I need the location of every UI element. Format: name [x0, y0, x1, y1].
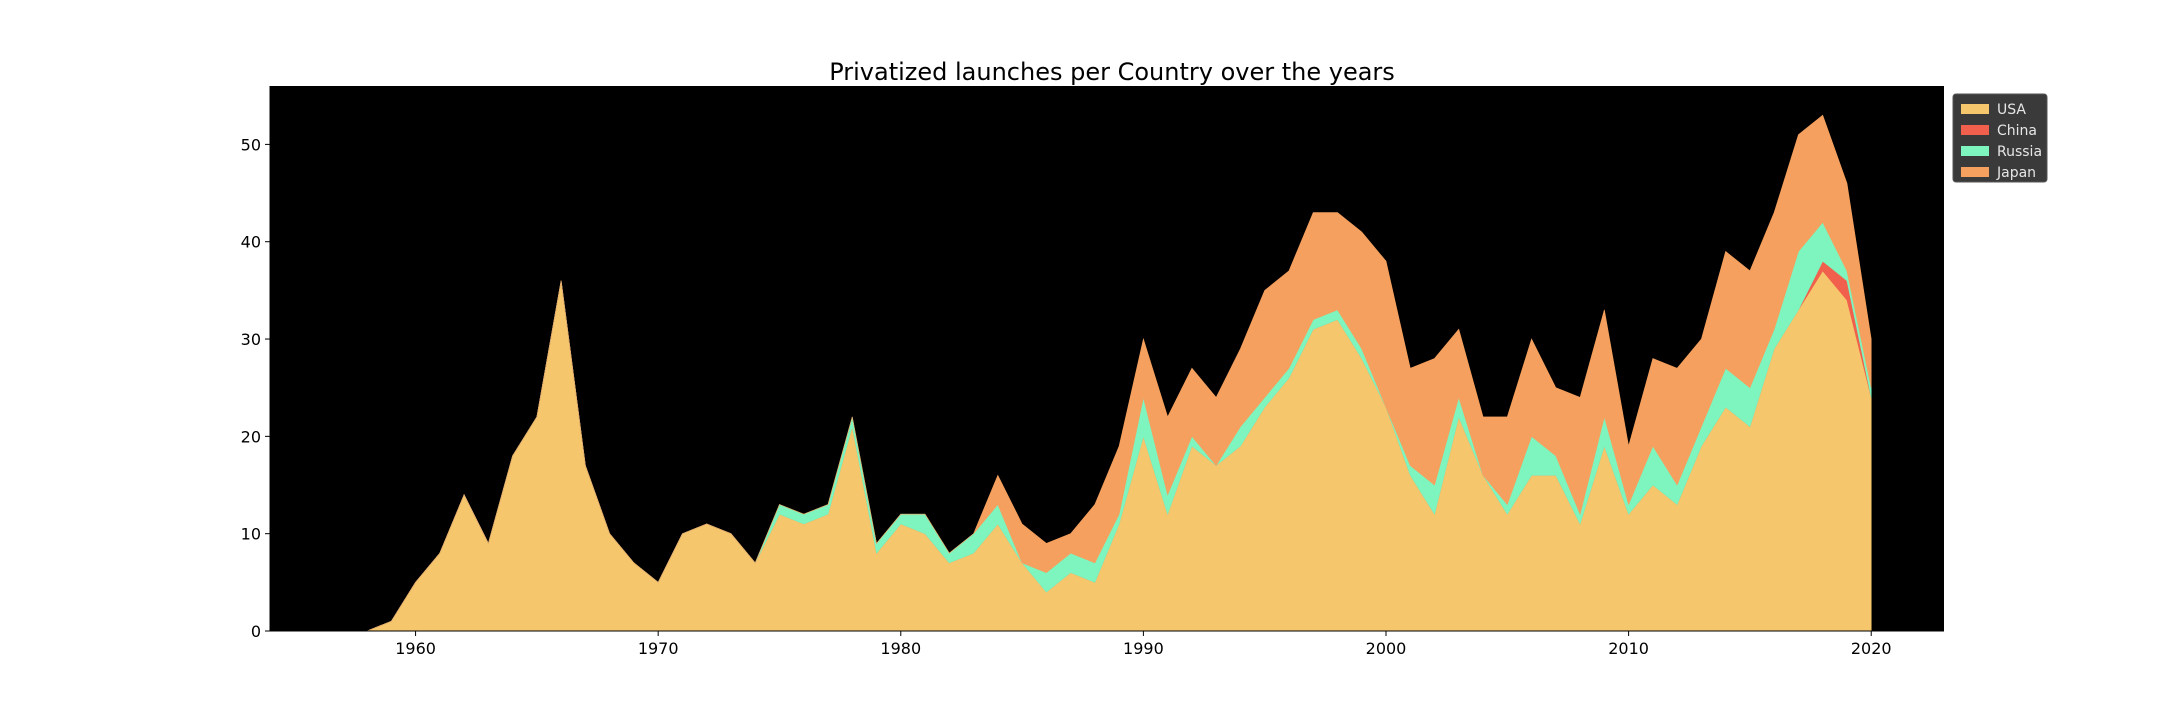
legend-swatch-russia	[1961, 146, 1989, 156]
area-japan	[366, 114, 1872, 632]
y-tick-label: 30	[241, 330, 261, 349]
legend-label-japan: Japan	[1996, 165, 2036, 181]
x-tick-label: 2010	[1608, 639, 1649, 658]
x-tick-label: 2000	[1366, 639, 1407, 658]
legend-label-russia: Russia	[1997, 144, 2042, 160]
y-tick-label: 40	[241, 233, 261, 252]
legend-swatch-usa	[1961, 104, 1989, 114]
x-tick-label: 1990	[1123, 639, 1164, 658]
chart-title: Privatized launches per Country over the…	[829, 58, 1395, 86]
x-tick-label: 1970	[638, 639, 679, 658]
y-tick-label: 10	[241, 525, 261, 544]
legend-label-usa: USA	[1997, 102, 2026, 118]
legend-box	[1952, 93, 2048, 183]
legend: USA China Russia Japan	[1952, 93, 2048, 183]
y-tick-label: 20	[241, 427, 261, 446]
legend-swatch-china	[1961, 125, 1989, 135]
x-tick-label: 1980	[880, 639, 921, 658]
axes: 1960 1970 1980 1990 2000 2010 2020 0 10 20 30 40 50	[241, 86, 1944, 658]
x-tick-label: 1960	[395, 639, 436, 658]
y-tick-label: 0	[251, 622, 261, 641]
legend-swatch-japan	[1961, 167, 1989, 177]
y-tick-label: 50	[241, 135, 261, 154]
legend-label-china: China	[1997, 123, 2037, 139]
x-tick-label: 2020	[1851, 639, 1892, 658]
